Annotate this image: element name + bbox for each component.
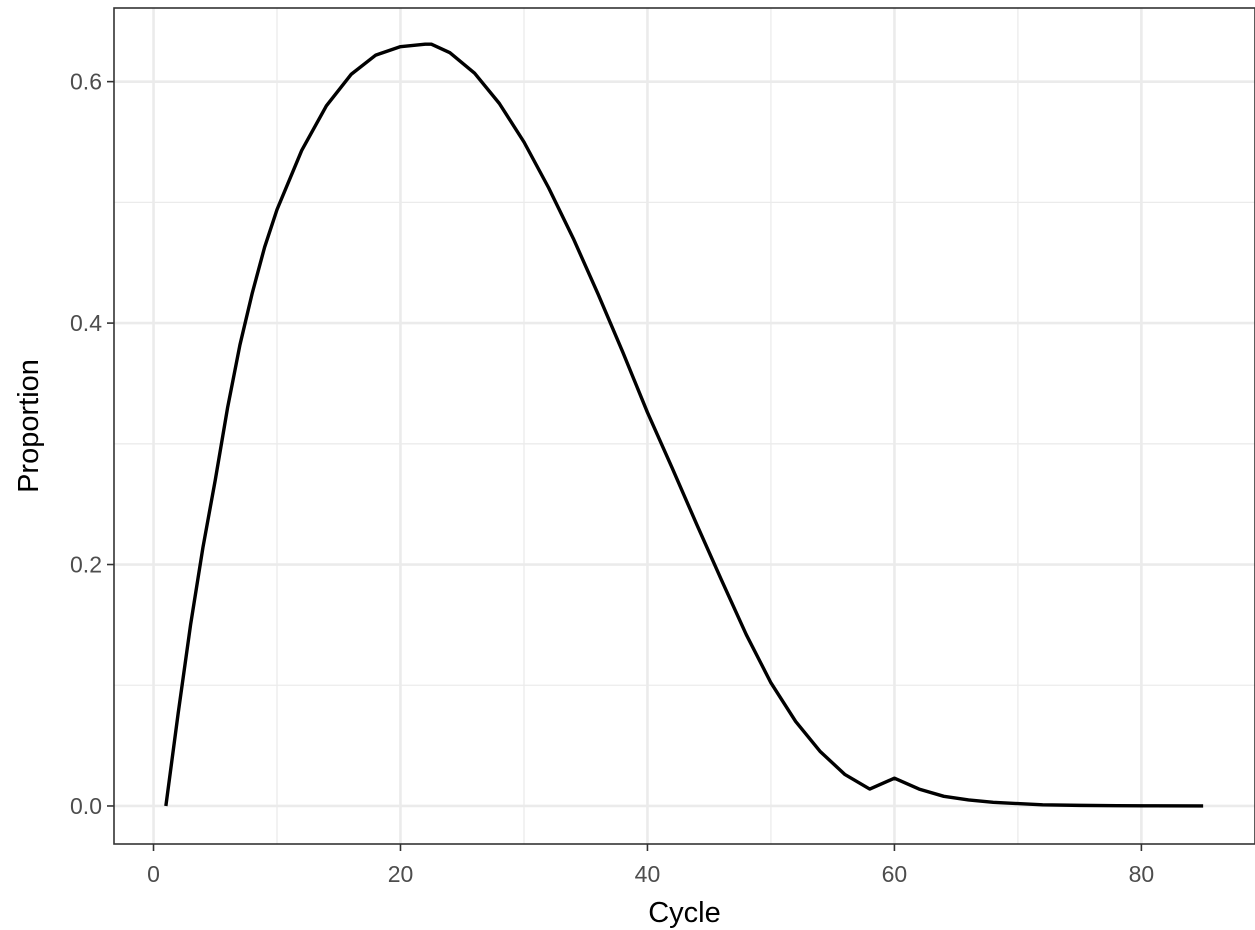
y-tick-label: 0.4 [70, 310, 102, 336]
y-axis-ticks: 0.0 0.2 0.4 0.6 [70, 69, 114, 819]
x-axis-ticks: 0 20 40 60 80 [147, 844, 1154, 887]
x-axis-title: Cycle [648, 897, 721, 929]
y-axis-title: Proportion [13, 359, 45, 493]
x-tick-label: 60 [882, 861, 908, 887]
y-tick-label: 0.0 [70, 793, 102, 819]
y-tick-label: 0.2 [70, 552, 102, 578]
x-tick-label: 40 [635, 861, 661, 887]
plot-background [114, 8, 1255, 844]
x-tick-label: 20 [388, 861, 414, 887]
y-tick-label: 0.6 [70, 69, 102, 95]
series-layer [164, 42, 1204, 808]
x-tick-label: 80 [1129, 861, 1155, 887]
x-tick-label: 0 [147, 861, 160, 887]
grid-minor [114, 8, 1255, 844]
series-line [164, 42, 1204, 808]
panel-border [113, 7, 1255, 845]
